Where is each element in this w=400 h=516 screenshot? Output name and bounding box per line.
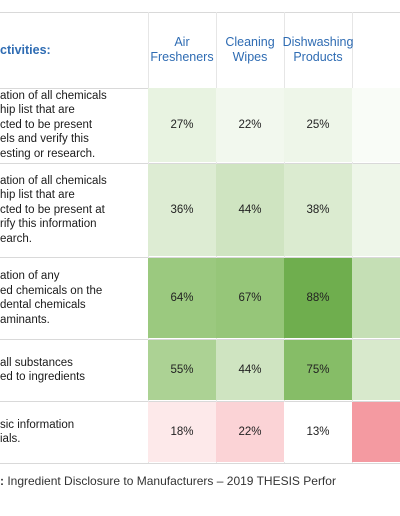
header-col-3 <box>352 12 400 88</box>
cell-r4-c3 <box>352 402 400 462</box>
cell-r0-c2: 25% <box>284 88 352 162</box>
cell-r0-c1: 22% <box>216 88 284 162</box>
cell-r1-c0: 36% <box>148 164 216 256</box>
hline-5 <box>0 401 400 402</box>
cell-r2-c3 <box>352 258 400 338</box>
row-label-1: ation of all chemicals hip list that are… <box>0 174 107 245</box>
cell-r3-c2: 75% <box>284 340 352 400</box>
cell-r3-c1: 44% <box>216 340 284 400</box>
header-col-2: Dishwashing Products <box>282 35 354 64</box>
cell-r3-c0: 55% <box>148 340 216 400</box>
row-label-0: ation of all chemicals hip list that are… <box>0 89 107 160</box>
hline-2 <box>0 163 400 164</box>
header-col-0: Air Fresheners <box>150 35 214 64</box>
caption-text: Ingredient Disclosure to Manufacturers –… <box>4 474 336 488</box>
cell-r2-c1: 67% <box>216 258 284 338</box>
cell-r1-c3 <box>352 164 400 256</box>
row-label-3: all substances ed to ingredients <box>0 356 86 384</box>
cell-r4-c0: 18% <box>148 402 216 462</box>
cell-r3-c3 <box>352 340 400 400</box>
cell-r4-c1: 22% <box>216 402 284 462</box>
cell-r2-c2: 88% <box>284 258 352 338</box>
hline-4 <box>0 339 400 340</box>
cell-r1-c2: 38% <box>284 164 352 256</box>
hline-3 <box>0 257 400 258</box>
cell-r1-c1: 44% <box>216 164 284 256</box>
header-activities: ctivities: <box>0 42 51 57</box>
cell-r0-c0: 27% <box>148 88 216 162</box>
hline-0 <box>0 12 400 13</box>
cell-r2-c0: 64% <box>148 258 216 338</box>
hline-6 <box>0 463 400 464</box>
cell-r0-c3 <box>352 88 400 162</box>
header-col-1: Cleaning Wipes <box>225 35 275 64</box>
caption-label: : <box>0 474 4 488</box>
row-label-4: sic information ials. <box>0 418 75 446</box>
table-caption: : Ingredient Disclosure to Manufacturers… <box>0 474 400 488</box>
cell-r4-c2: 13% <box>284 402 352 462</box>
row-label-2: ation of any ed chemicals on the dental … <box>0 270 103 326</box>
